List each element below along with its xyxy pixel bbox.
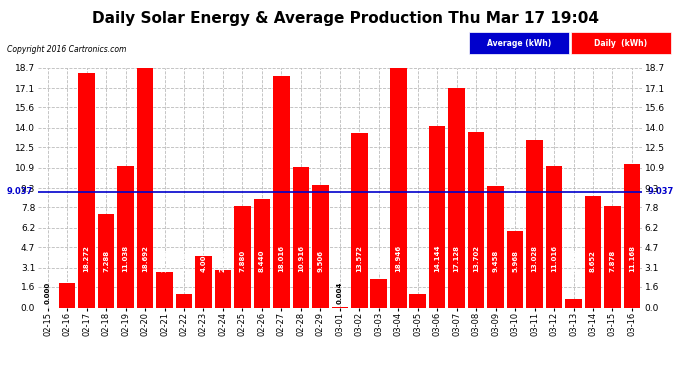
Text: 13.028: 13.028: [531, 244, 538, 272]
Text: 1.090: 1.090: [415, 249, 421, 272]
Bar: [351, 134, 368, 308]
Text: 18.946: 18.946: [395, 244, 402, 272]
Text: 14.144: 14.144: [434, 244, 440, 272]
Text: 4.000: 4.000: [201, 249, 206, 272]
Text: 13.702: 13.702: [473, 244, 479, 272]
Bar: [546, 166, 562, 308]
Text: 2.960: 2.960: [220, 249, 226, 272]
Text: 11.168: 11.168: [629, 244, 635, 272]
Bar: [487, 186, 504, 308]
Text: Daily Solar Energy & Average Production Thu Mar 17 19:04: Daily Solar Energy & Average Production …: [92, 11, 598, 26]
Text: 11.016: 11.016: [551, 244, 557, 272]
Text: 2.202: 2.202: [376, 250, 382, 272]
Text: 7.288: 7.288: [103, 249, 109, 272]
Text: 5.968: 5.968: [512, 249, 518, 272]
Text: 2.788: 2.788: [161, 249, 168, 272]
Text: 9.458: 9.458: [493, 249, 499, 272]
Bar: [293, 167, 309, 308]
Text: 9.037: 9.037: [6, 187, 32, 196]
Text: 8.440: 8.440: [259, 249, 265, 272]
Text: 1.052: 1.052: [181, 249, 187, 272]
Bar: [468, 132, 484, 308]
Bar: [137, 68, 153, 308]
Bar: [254, 199, 270, 308]
Bar: [215, 270, 231, 308]
Bar: [79, 73, 95, 308]
Text: 1.900: 1.900: [64, 249, 70, 272]
Text: 18.692: 18.692: [142, 244, 148, 272]
Bar: [429, 126, 446, 308]
Bar: [448, 88, 465, 308]
Text: 0.004: 0.004: [337, 281, 343, 304]
Bar: [390, 64, 406, 308]
Text: 9.506: 9.506: [317, 249, 324, 272]
Text: 7.878: 7.878: [609, 249, 615, 272]
Bar: [312, 186, 328, 308]
Text: 17.128: 17.128: [454, 244, 460, 272]
Text: Average (kWh): Average (kWh): [486, 39, 551, 48]
Bar: [234, 206, 250, 308]
Text: 13.572: 13.572: [356, 244, 362, 272]
Bar: [371, 279, 387, 308]
Bar: [507, 231, 524, 308]
Bar: [624, 164, 640, 308]
Bar: [565, 299, 582, 307]
Bar: [59, 283, 75, 308]
Bar: [273, 76, 290, 308]
Bar: [117, 166, 134, 308]
Text: 18.272: 18.272: [83, 244, 90, 272]
Text: 8.652: 8.652: [590, 250, 596, 272]
Text: Daily  (kWh): Daily (kWh): [595, 39, 647, 48]
Bar: [195, 256, 212, 307]
Bar: [176, 294, 193, 307]
Text: 18.016: 18.016: [278, 244, 284, 272]
Bar: [409, 294, 426, 308]
Text: 0.652: 0.652: [571, 250, 577, 272]
Text: 9.037: 9.037: [647, 187, 673, 196]
Bar: [526, 140, 543, 308]
Text: Copyright 2016 Cartronics.com: Copyright 2016 Cartronics.com: [7, 45, 126, 54]
Bar: [604, 206, 621, 308]
Bar: [98, 214, 115, 308]
Bar: [584, 196, 601, 308]
Text: 7.880: 7.880: [239, 249, 246, 272]
Text: 0.000: 0.000: [45, 281, 50, 304]
Bar: [156, 272, 172, 308]
Text: 11.038: 11.038: [123, 244, 128, 272]
Text: 10.916: 10.916: [298, 244, 304, 272]
